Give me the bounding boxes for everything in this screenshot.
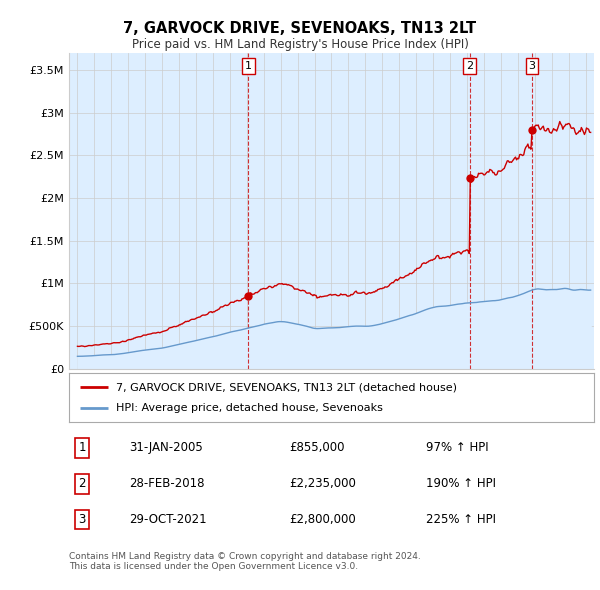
Text: 28-FEB-2018: 28-FEB-2018 [130,477,205,490]
Text: 190% ↑ HPI: 190% ↑ HPI [426,477,496,490]
Text: 3: 3 [529,61,535,71]
Text: 2: 2 [79,477,86,490]
Text: £855,000: £855,000 [290,441,345,454]
Text: 1: 1 [245,61,252,71]
Text: 7, GARVOCK DRIVE, SEVENOAKS, TN13 2LT (detached house): 7, GARVOCK DRIVE, SEVENOAKS, TN13 2LT (d… [116,382,457,392]
Text: 3: 3 [79,513,86,526]
Text: HPI: Average price, detached house, Sevenoaks: HPI: Average price, detached house, Seve… [116,404,383,414]
Text: £2,235,000: £2,235,000 [290,477,356,490]
Text: Price paid vs. HM Land Registry's House Price Index (HPI): Price paid vs. HM Land Registry's House … [131,38,469,51]
Text: 97% ↑ HPI: 97% ↑ HPI [426,441,488,454]
Text: 31-JAN-2005: 31-JAN-2005 [130,441,203,454]
Text: 7, GARVOCK DRIVE, SEVENOAKS, TN13 2LT: 7, GARVOCK DRIVE, SEVENOAKS, TN13 2LT [124,21,476,35]
Text: £2,800,000: £2,800,000 [290,513,356,526]
Text: 29-OCT-2021: 29-OCT-2021 [130,513,207,526]
Text: 225% ↑ HPI: 225% ↑ HPI [426,513,496,526]
Text: 2: 2 [466,61,473,71]
Text: 1: 1 [79,441,86,454]
Text: Contains HM Land Registry data © Crown copyright and database right 2024.
This d: Contains HM Land Registry data © Crown c… [69,552,421,571]
